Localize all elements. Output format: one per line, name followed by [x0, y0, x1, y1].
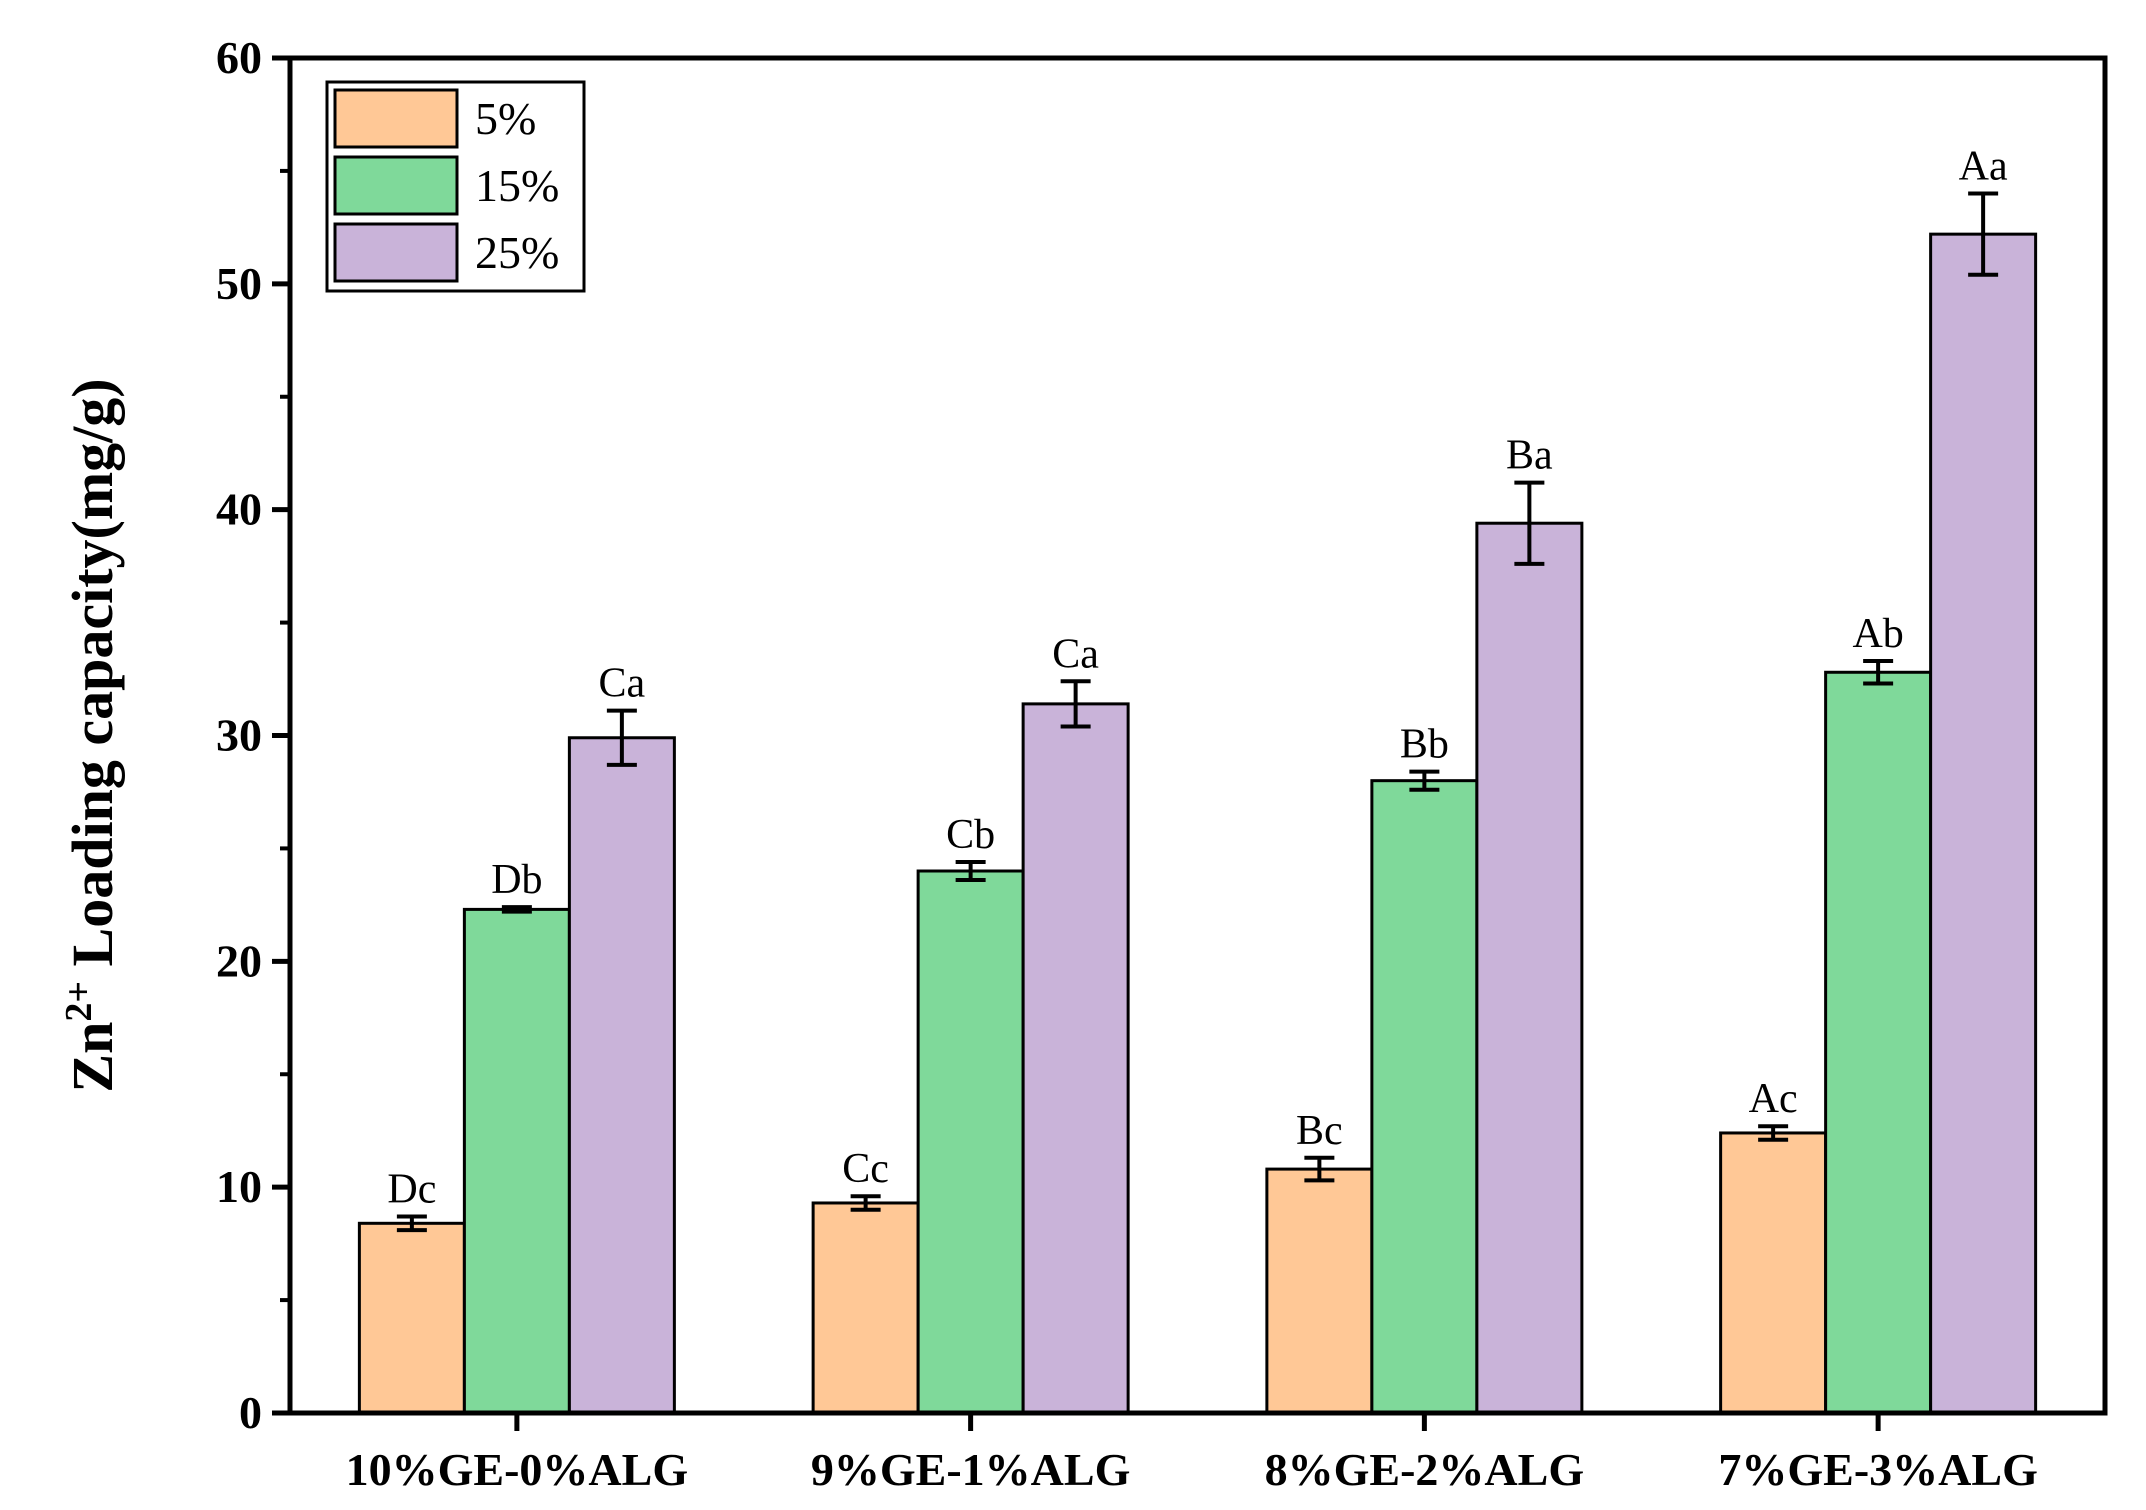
bar-25pct-0 [567, 736, 676, 1415]
error-bar [1304, 1155, 1335, 1183]
bar-5pct-2 [1265, 1167, 1374, 1415]
error-bar [1514, 480, 1545, 566]
significance-label: Ac [1749, 1076, 1798, 1122]
bar-25pct-3 [1929, 232, 2038, 1415]
error-bar [501, 905, 532, 914]
significance-label: Cc [842, 1146, 889, 1192]
error-bar [1409, 769, 1440, 792]
y-axis-title-superscript: 2+ [58, 981, 100, 1022]
y-tick-label: 50 [216, 258, 262, 309]
significance-label: Bc [1296, 1108, 1343, 1154]
error-bar [396, 1214, 427, 1233]
y-tick-label: 30 [216, 710, 262, 761]
significance-label: Ba [1506, 433, 1553, 479]
y-axis-title: Zn2+ Loading capacity(mg/g) [58, 378, 125, 1092]
y-tick-label: 20 [216, 935, 262, 986]
legend-label: 5% [475, 93, 536, 144]
y-tick-label: 40 [216, 484, 262, 535]
legend-label: 25% [475, 227, 559, 278]
y-axis-title-prefix: Zn [60, 1022, 125, 1093]
error-bars-layer [396, 191, 1999, 1233]
significance-label: Ca [1052, 631, 1099, 677]
bar-5pct-3 [1719, 1131, 1828, 1415]
legend: 5% 15% 25% [325, 80, 586, 293]
y-axis: 0 10 20 30 40 50 60 [216, 32, 290, 1438]
y-tick-label: 60 [216, 32, 262, 83]
significance-label: Db [491, 857, 542, 903]
x-axis: 10%GE-0%ALG 9%GE-1%ALG 8%GE-2%ALG 7%GE-3%AL… [346, 1413, 2038, 1495]
significance-labels-layer: Dc Db Ca Cc Cb Ca Bc Bb Ba Ac Ab Aa [387, 144, 2008, 1213]
y-axis-title-suffix: Loading capacity(mg/g) [60, 378, 125, 981]
significance-label: Cb [946, 812, 995, 858]
significance-label: Bb [1400, 722, 1449, 768]
bar-15pct-2 [1370, 779, 1479, 1415]
legend-swatch [333, 222, 459, 283]
legend-swatch [333, 88, 459, 149]
legend-label: 15% [475, 160, 559, 211]
legend-swatch [333, 155, 459, 216]
bar-25pct-2 [1475, 521, 1584, 1415]
x-tick-label: 10%GE-0%ALG [346, 1444, 688, 1495]
x-tick-label: 7%GE-3%ALG [1718, 1444, 2037, 1495]
significance-label: Dc [387, 1167, 436, 1213]
y-tick-label: 0 [239, 1387, 262, 1438]
x-tick-label: 9%GE-1%ALG [811, 1444, 1130, 1495]
error-bar [1758, 1124, 1789, 1142]
bar-5pct-0 [357, 1221, 466, 1415]
x-tick-label: 8%GE-2%ALG [1265, 1444, 1584, 1495]
y-tick-label: 10 [216, 1161, 262, 1212]
error-bar [1863, 658, 1894, 686]
error-bar [606, 708, 637, 767]
error-bar [1060, 679, 1091, 729]
error-bar [1968, 191, 1999, 277]
bar-15pct-0 [462, 907, 571, 1415]
error-bar [955, 859, 986, 883]
bar-15pct-1 [916, 869, 1025, 1415]
significance-label: Aa [1959, 144, 2008, 190]
significance-label: Ab [1852, 611, 1903, 657]
bar-15pct-3 [1824, 670, 1933, 1415]
bars-layer [357, 232, 2038, 1415]
significance-label: Ca [599, 661, 646, 707]
bar-25pct-1 [1021, 702, 1130, 1415]
error-bar [850, 1194, 881, 1212]
bar-5pct-1 [811, 1201, 920, 1415]
